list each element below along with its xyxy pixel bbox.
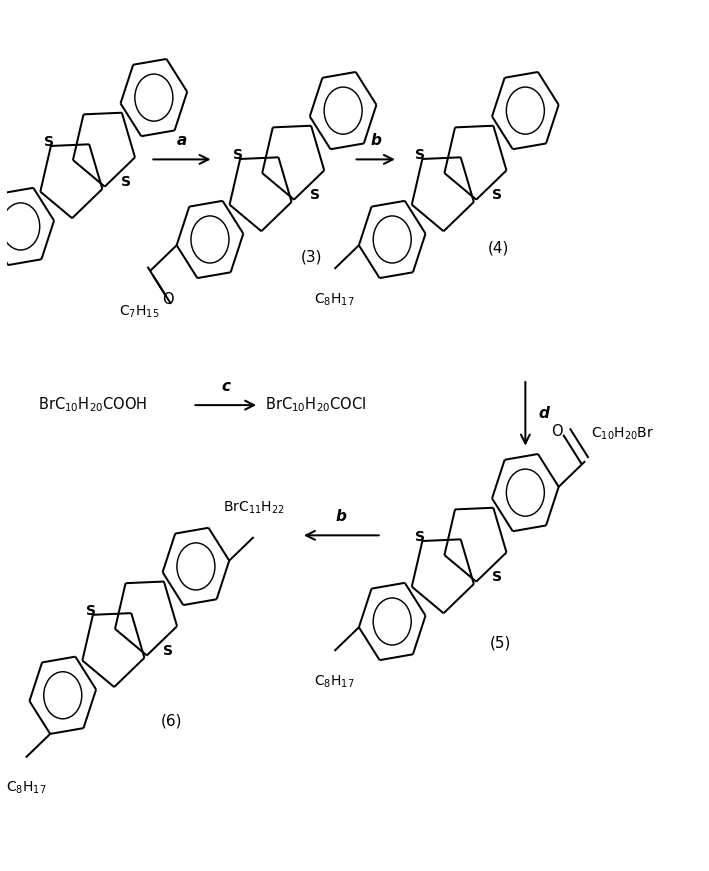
Text: S: S [311, 188, 320, 202]
Text: (4): (4) [488, 240, 509, 256]
Text: c: c [221, 379, 230, 394]
Text: O: O [162, 293, 174, 307]
Text: S: S [163, 644, 173, 658]
Text: (6): (6) [161, 714, 182, 729]
Text: BrC$_{10}$H$_{20}$COCl: BrC$_{10}$H$_{20}$COCl [264, 395, 366, 415]
Text: C$_8$H$_{17}$: C$_8$H$_{17}$ [6, 780, 46, 796]
Text: S: S [86, 604, 96, 618]
Text: d: d [0, 870, 1, 871]
Text: S: S [43, 135, 54, 149]
Text: S: S [493, 570, 503, 584]
Text: S: S [493, 188, 503, 202]
Text: C$_8$H$_{17}$: C$_8$H$_{17}$ [314, 673, 354, 690]
Text: (3): (3) [301, 249, 323, 264]
Text: O: O [552, 424, 563, 439]
Text: BrC$_{10}$H$_{20}$COOH: BrC$_{10}$H$_{20}$COOH [38, 395, 147, 415]
Text: S: S [233, 148, 243, 162]
Text: C$_{10}$H$_{20}$Br: C$_{10}$H$_{20}$Br [591, 426, 654, 442]
Text: C$_8$H$_{17}$: C$_8$H$_{17}$ [314, 292, 354, 307]
Text: d: d [538, 406, 549, 422]
Text: S: S [121, 175, 131, 189]
Text: (5): (5) [490, 636, 511, 651]
Text: a: a [177, 132, 187, 148]
Text: S: S [415, 530, 425, 544]
Text: BrC$_{11}$H$_{22}$: BrC$_{11}$H$_{22}$ [223, 500, 284, 517]
Text: b: b [336, 509, 347, 523]
Text: b: b [370, 132, 381, 148]
Text: S: S [415, 148, 425, 162]
Text: C$_7$H$_{15}$: C$_7$H$_{15}$ [119, 304, 160, 321]
